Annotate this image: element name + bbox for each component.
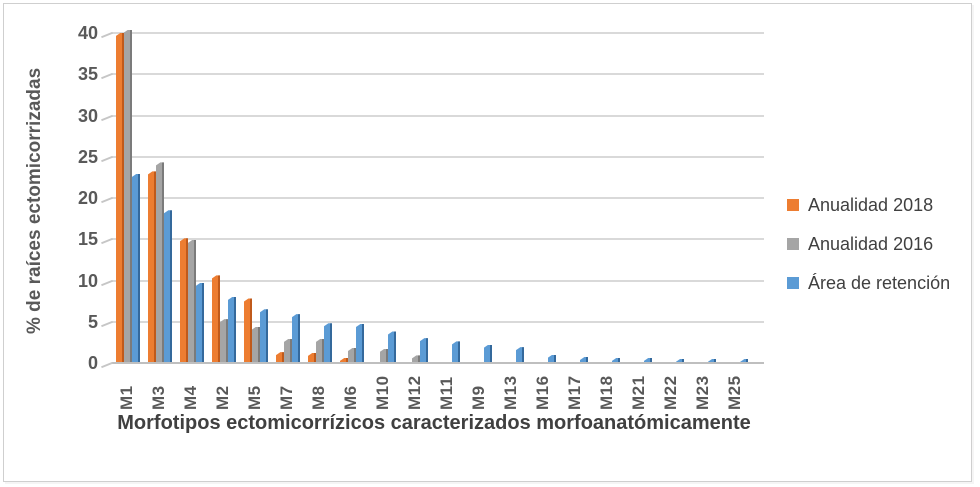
x-tick-label-m23: M23	[693, 375, 712, 410]
legend-label: Área de retención	[808, 272, 951, 293]
bar--rea-de-retenci-n-m7	[292, 314, 300, 362]
bar-anualidad-2018-m8	[308, 352, 316, 362]
gridline	[112, 279, 764, 282]
y-tick-label-20: 20	[77, 188, 98, 208]
x-tick-label-m6: M6	[341, 385, 360, 410]
bar--rea-de-retenci-n-m25	[740, 359, 748, 362]
bar-anualidad-2018-m1	[116, 32, 124, 362]
bar--rea-de-retenci-n-m21	[644, 357, 652, 362]
bar--rea-de-retenci-n-m4	[196, 282, 204, 362]
chart-legend: Anualidad 2018 Anualidad 2016 Área de re…	[787, 194, 950, 311]
bar-anualidad-2016-m8	[316, 338, 324, 362]
bar-anualidad-2018-m4	[180, 238, 188, 362]
x-tick-label-m4: M4	[181, 385, 200, 410]
bar--rea-de-retenci-n-m23	[708, 358, 716, 362]
bar--rea-de-retenci-n-m16	[548, 354, 556, 362]
x-tick-label-m9: M9	[469, 385, 488, 410]
legend-swatch-blue-icon	[787, 277, 799, 289]
bar--rea-de-retenci-n-m3	[164, 210, 172, 362]
y-tick-label-10: 10	[77, 270, 98, 291]
legend-label: Anualidad 2018	[808, 194, 934, 215]
bar--rea-de-retenci-n-m9	[484, 344, 492, 362]
bar-anualidad-2018-m2	[212, 275, 220, 362]
x-tick-label-m13: M13	[501, 375, 520, 410]
bar-anualidad-2016-m3	[156, 162, 164, 362]
y-tick-label-5: 5	[87, 311, 98, 332]
gridline	[112, 73, 764, 76]
bar--rea-de-retenci-n-m10	[388, 331, 396, 362]
x-axis-line	[112, 362, 764, 364]
x-tick-label-m3: M3	[149, 385, 168, 410]
x-tick-label-m25: M25	[725, 375, 744, 410]
bar--rea-de-retenci-n-m12	[420, 338, 428, 362]
legend-item-anualidad-2018: Anualidad 2018	[787, 194, 950, 216]
bar--rea-de-retenci-n-m11	[452, 341, 460, 362]
x-tick-label-m16: M16	[533, 375, 552, 410]
y-tick-label-15: 15	[77, 229, 98, 250]
bar-anualidad-2018-m5	[244, 298, 252, 362]
bar-anualidad-2016-m4	[188, 239, 196, 362]
y-tick-label-40: 40	[77, 23, 98, 43]
bar--rea-de-retenci-n-m18	[612, 357, 620, 362]
y-axis-title: % de raíces ectomicorrizadas	[24, 67, 45, 335]
bar-anualidad-2016-m2	[220, 319, 228, 362]
x-tick-label-m12: M12	[405, 375, 424, 410]
gridline	[112, 114, 764, 117]
bar--rea-de-retenci-n-m5	[260, 309, 268, 362]
x-tick-label-m18: M18	[597, 375, 616, 410]
bar--rea-de-retenci-n-m6	[356, 324, 364, 362]
x-tick-label-m7: M7	[277, 385, 296, 410]
x-tick-label-m8: M8	[309, 385, 328, 410]
legend-swatch-gray-icon	[787, 238, 799, 250]
bar--rea-de-retenci-n-m1	[132, 173, 140, 362]
bar-anualidad-2016-m7	[284, 338, 292, 362]
legend-item-anualidad-2016: Anualidad 2016	[787, 233, 950, 255]
gridline	[112, 197, 764, 199]
y-tick-label-25: 25	[77, 146, 98, 167]
x-tick-label-m10: M10	[373, 375, 392, 410]
x-tick-label-m2: M2	[213, 385, 232, 410]
bar-anualidad-2016-m12	[412, 355, 420, 362]
bar--rea-de-retenci-n-m2	[228, 296, 236, 362]
bar-anualidad-2016-m5	[252, 326, 260, 362]
bar-anualidad-2016-m1	[124, 29, 132, 362]
bar-anualidad-2016-m6	[348, 347, 356, 362]
y-tick-label-0: 0	[87, 353, 98, 373]
bar--rea-de-retenci-n-m8	[324, 323, 332, 362]
gridline	[112, 155, 764, 158]
gridline	[112, 320, 764, 323]
x-tick-label-m11: M11	[437, 376, 456, 410]
x-tick-label-m22: M22	[661, 375, 680, 410]
legend-label: Anualidad 2016	[808, 233, 934, 254]
x-tick-label-m17: M17	[565, 375, 584, 410]
y-tick-label-30: 30	[77, 105, 98, 126]
bar-anualidad-2016-m10	[380, 348, 388, 362]
gridline	[112, 32, 764, 34]
y-tick-label-35: 35	[77, 64, 98, 85]
legend-swatch-orange-icon	[787, 199, 799, 211]
bar-anualidad-2018-m7	[276, 352, 284, 362]
x-tick-label-m1: M1	[117, 385, 136, 410]
bar--rea-de-retenci-n-m22	[676, 358, 684, 362]
x-tick-label-m21: M21	[629, 375, 648, 410]
bar--rea-de-retenci-n-m13	[516, 347, 524, 362]
bar--rea-de-retenci-n-m17	[580, 357, 588, 362]
x-axis-title: Morfotipos ectomicorrízicos caracterizad…	[117, 412, 751, 434]
bar-anualidad-2018-m6	[340, 357, 348, 362]
gridline	[112, 238, 764, 241]
bar-anualidad-2018-m3	[148, 171, 156, 362]
legend-item-area-de-retencion: Área de retención	[787, 272, 950, 294]
x-tick-label-m5: M5	[245, 385, 264, 410]
